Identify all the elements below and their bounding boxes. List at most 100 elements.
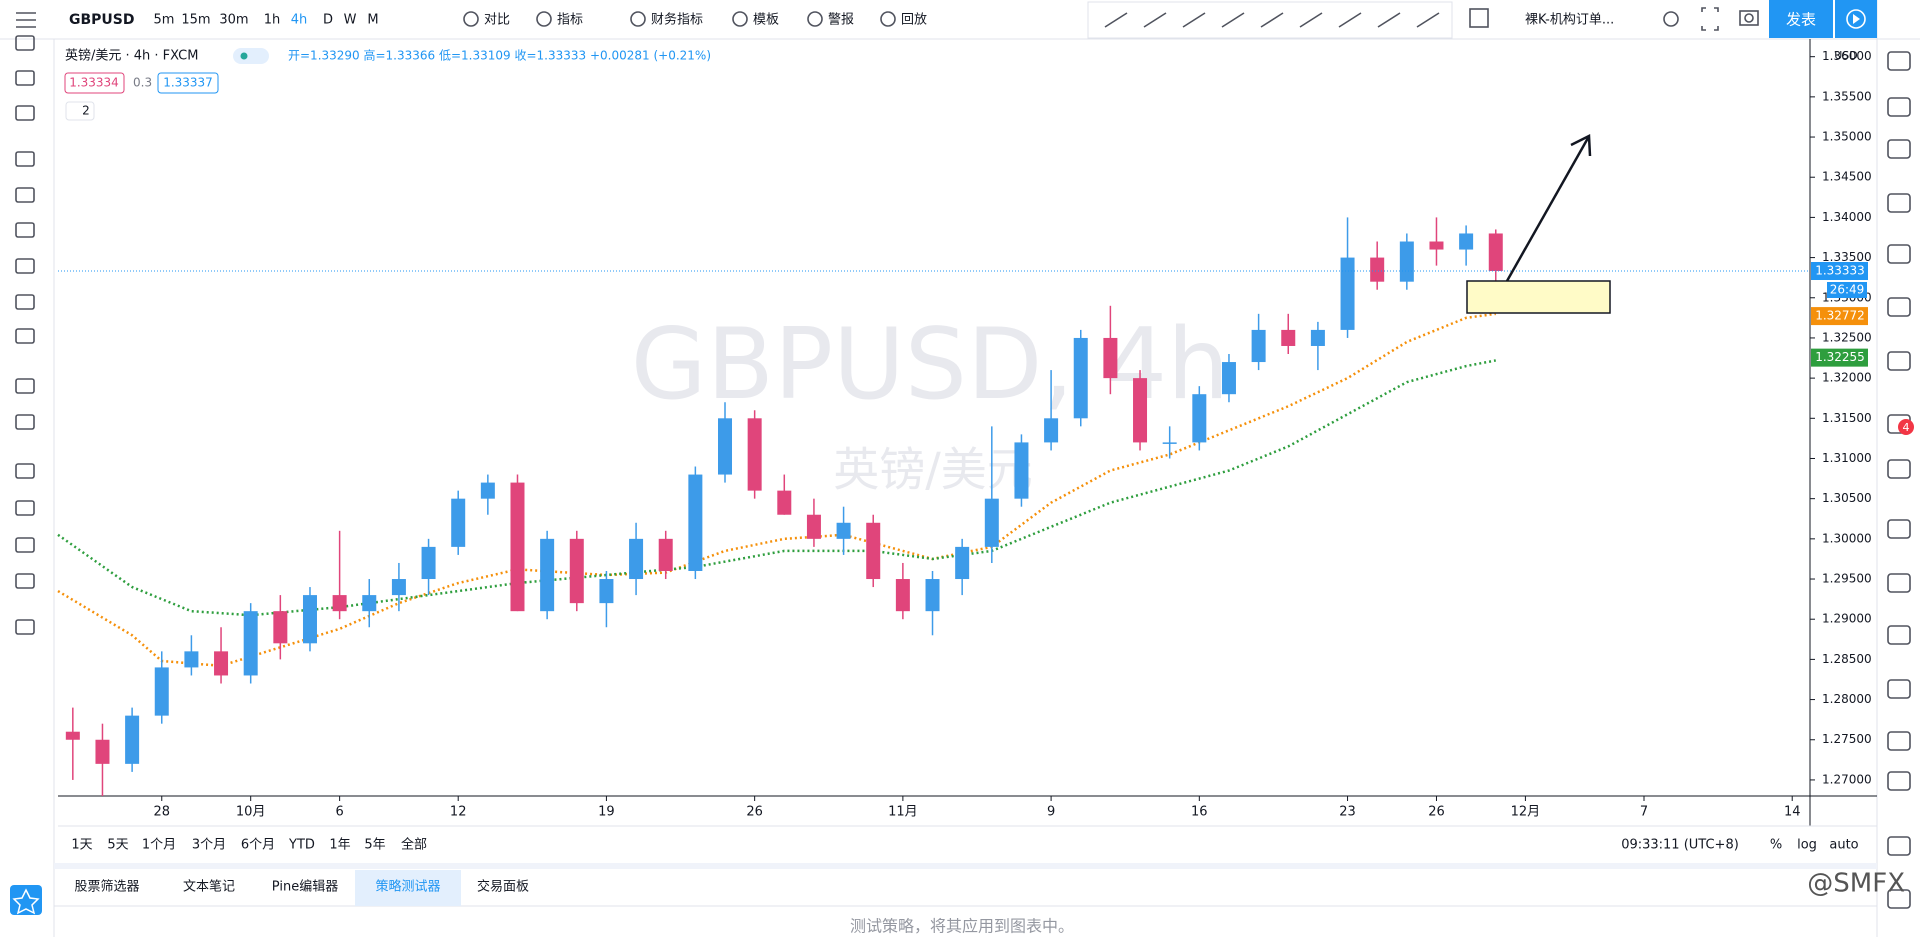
drawing-tool[interactable] — [1416, 12, 1440, 28]
interval[interactable]: 4h — [291, 13, 308, 28]
snapshot-icon[interactable] — [1739, 10, 1759, 26]
watchlist-button[interactable] — [10, 885, 42, 915]
range-button[interactable]: 5天 — [107, 838, 128, 853]
range-button[interactable]: 1个月 — [142, 838, 176, 853]
sidebar-icon[interactable] — [1887, 297, 1911, 317]
candle-body — [1370, 257, 1385, 282]
drawing-tool[interactable] — [1104, 12, 1128, 28]
tool-icon[interactable] — [15, 222, 35, 238]
tool-icon[interactable] — [15, 105, 35, 121]
toolbar-button[interactable]: 指标 — [557, 13, 583, 28]
panel-tab[interactable]: 股票筛选器 — [74, 880, 139, 895]
tool-icon[interactable] — [15, 414, 35, 430]
tool-icon[interactable] — [15, 187, 35, 203]
sidebar-icon[interactable] — [1887, 193, 1911, 213]
range-button[interactable]: 全部 — [401, 837, 427, 853]
tool-icon[interactable] — [15, 619, 35, 635]
drawing-tool[interactable] — [1221, 12, 1245, 28]
interval[interactable]: W — [344, 13, 357, 28]
collapse-box[interactable] — [65, 101, 95, 121]
button-icon[interactable] — [536, 11, 552, 27]
tool-icon[interactable] — [15, 151, 35, 167]
toolbar-button[interactable]: 回放 — [901, 13, 927, 28]
collapse-count[interactable]: 2 — [82, 104, 90, 118]
sidebar-icon[interactable] — [1887, 836, 1911, 856]
sidebar-icon[interactable] — [1887, 731, 1911, 751]
sidebar-icon[interactable] — [1887, 889, 1911, 909]
drawing-tool[interactable] — [1260, 12, 1284, 28]
range-button[interactable]: 3个月 — [192, 838, 226, 853]
sidebar-icon[interactable] — [1887, 97, 1911, 117]
tool-icon[interactable] — [15, 573, 35, 589]
symbol[interactable]: GBPUSD — [69, 12, 135, 28]
interval[interactable]: 1h — [264, 13, 281, 28]
tool-icon[interactable] — [15, 463, 35, 479]
sidebar-icon[interactable] — [1887, 459, 1911, 479]
settings-icon[interactable] — [1663, 11, 1679, 27]
ask-price[interactable]: 1.33337 — [163, 76, 213, 90]
panel-tab[interactable]: Pine编辑器 — [272, 880, 338, 895]
scale-option[interactable]: log — [1797, 838, 1817, 853]
panel-tab[interactable]: 策略测试器 — [375, 879, 440, 895]
tool-icon[interactable] — [15, 70, 35, 86]
interval[interactable]: 15m — [181, 13, 210, 28]
publish-button[interactable]: 发表 — [1786, 11, 1816, 29]
layout-name[interactable]: 裸K-机构订单... — [1525, 13, 1614, 28]
button-icon[interactable] — [880, 11, 896, 27]
candle-body — [302, 595, 317, 644]
toolbar-button[interactable]: 警报 — [828, 12, 854, 28]
range-button[interactable]: 1天 — [71, 838, 92, 853]
sidebar-icon[interactable] — [1887, 51, 1911, 71]
range-button[interactable]: 1年 — [329, 838, 350, 853]
y-tick-label: 1.30000 — [1822, 531, 1872, 545]
tool-icon[interactable] — [15, 294, 35, 310]
candle-body — [1044, 418, 1059, 443]
drawing-tool[interactable] — [1143, 12, 1167, 28]
button-icon[interactable] — [807, 11, 823, 27]
tool-icon[interactable] — [15, 378, 35, 394]
sidebar-icon[interactable] — [1887, 139, 1911, 159]
tool-icon[interactable] — [15, 258, 35, 274]
sidebar-icon[interactable] — [1887, 625, 1911, 645]
panel-tab[interactable]: 交易面板 — [477, 879, 529, 895]
drawing-tool[interactable] — [1377, 12, 1401, 28]
range-button[interactable]: 5年 — [364, 838, 385, 853]
button-icon[interactable] — [630, 11, 646, 27]
interval[interactable]: M — [367, 13, 378, 28]
tool-icon[interactable] — [15, 537, 35, 553]
sidebar-icon[interactable] — [1887, 771, 1911, 791]
interval[interactable]: 5m — [154, 13, 175, 28]
sidebar-icon[interactable] — [1887, 679, 1911, 699]
sidebar-icon[interactable] — [1887, 244, 1911, 264]
bid-price[interactable]: 1.33334 — [69, 76, 119, 90]
publish-button-bg[interactable] — [1769, 0, 1833, 38]
tool-icon[interactable] — [15, 500, 35, 516]
sidebar-icon[interactable] — [1887, 351, 1911, 371]
interval[interactable]: D — [323, 13, 333, 28]
sidebar-icon[interactable] — [1887, 519, 1911, 539]
drawing-tool[interactable] — [1338, 12, 1362, 28]
button-icon[interactable] — [463, 11, 479, 27]
range-button[interactable]: 6个月 — [241, 838, 275, 853]
bid-box[interactable] — [64, 72, 125, 94]
sidebar-icon[interactable] — [1887, 573, 1911, 593]
button-icon[interactable] — [732, 11, 748, 27]
toolbar-button[interactable]: 财务指标 — [651, 12, 703, 28]
y-tick-label: 1.36000 — [1822, 49, 1872, 63]
drawing-tool[interactable] — [1299, 12, 1323, 28]
rect-icon[interactable] — [1469, 8, 1489, 28]
ask-box[interactable] — [157, 72, 219, 94]
tool-icon[interactable] — [15, 35, 35, 51]
fullscreen-icon[interactable] — [1701, 7, 1719, 31]
toolbar-button[interactable]: 对比 — [484, 13, 510, 28]
scale-option[interactable]: auto — [1829, 838, 1858, 853]
panel-tab[interactable]: 文本笔记 — [183, 879, 235, 895]
drawing-tool[interactable] — [1182, 12, 1206, 28]
toolbar-button[interactable]: 模板 — [753, 13, 779, 28]
interval[interactable]: 30m — [219, 13, 248, 28]
tool-icon[interactable] — [15, 328, 35, 344]
play-triangle — [1853, 14, 1860, 24]
scale-option[interactable]: % — [1770, 838, 1782, 853]
menu-icon[interactable] — [16, 12, 36, 28]
range-button[interactable]: YTD — [288, 838, 315, 853]
